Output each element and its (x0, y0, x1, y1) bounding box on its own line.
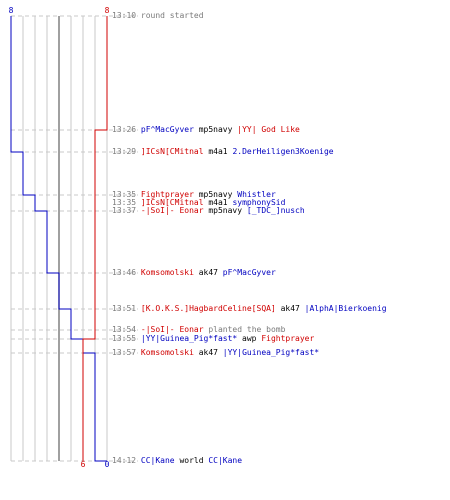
event-time: 13:54 (112, 325, 141, 334)
blue-end-label: 0 (105, 460, 110, 469)
event-text: Komsomolski (140, 268, 194, 277)
event-text: planted the bomb (203, 325, 286, 334)
event-time: 13:51 (112, 304, 141, 313)
event-row: 13:35 ]ICsN[CMitnal m4a1 symphonySid (112, 197, 285, 209)
event-time: 13:37 (112, 206, 141, 215)
event-text: pF^MacGyver (140, 125, 194, 134)
event-text: -|SoI|- Eonar (140, 325, 204, 334)
event-text: |AlphA|Bierkoenig (304, 304, 387, 313)
blue-team-step-line (10, 16, 107, 462)
event-row: 13:55 |YY|Guinea_Pig*fast* awp Fightpray… (112, 333, 314, 345)
event-time: 13:26 (112, 125, 141, 134)
event-row: 13:26 pF^MacGyver mp5navy |YY| God Like (112, 124, 300, 136)
event-text: world (174, 456, 209, 465)
event-time: 13:29 (112, 147, 141, 156)
event-time: 13:57 (112, 348, 141, 357)
event-time: 13:46 (112, 268, 141, 277)
event-row: 14:12 CC|Kane world CC|Kane (112, 455, 242, 467)
event-text: mp5navy (203, 206, 247, 215)
event-text: |YY|Guinea_Pig*fast* (140, 334, 238, 343)
event-text: Whistler (237, 190, 276, 199)
event-time: 13:35 (112, 198, 141, 207)
event-time: 14:12 (112, 456, 141, 465)
event-time: 13:55 (112, 334, 141, 343)
event-text: ]ICsN[CMitnal (140, 147, 204, 156)
blue-start-label: 8 (9, 6, 14, 15)
event-row: 13:35 Fightprayer mp5navy Whistler (112, 189, 276, 201)
event-text: CC|Kane (208, 456, 243, 465)
event-text: Fightprayer (140, 190, 194, 199)
event-row: 13:37 -|SoI|- Eonar mp5navy [_TDC_]nusch (112, 205, 305, 217)
event-text: ak47 (193, 268, 223, 277)
event-text: mp5navy (193, 125, 238, 134)
event-row: 13:57 Komsomolski ak47 |YY|Guinea_Pig*fa… (112, 347, 319, 359)
red-team-step-line (82, 16, 108, 461)
event-row: 13:10 round started (112, 10, 204, 22)
event-text: [K.O.K.S.]HagbardCeline[SQA] (140, 304, 276, 313)
event-text: round started (140, 11, 204, 20)
event-text: awp (237, 334, 262, 343)
event-text: -|SoI|- Eonar (140, 206, 204, 215)
event-text: mp5navy (193, 190, 238, 199)
red-end-label: 6 (81, 460, 86, 469)
event-text: |YY|Guinea_Pig*fast* (222, 348, 320, 357)
red-start-label: 8 (105, 6, 110, 15)
event-text: symphonySid (232, 198, 286, 207)
event-text: Fightprayer (261, 334, 315, 343)
event-text: ]ICsN[CMitnal (140, 198, 204, 207)
event-text: CC|Kane (140, 456, 175, 465)
event-row: 13:54 -|SoI|- Eonar planted the bomb (112, 324, 285, 336)
event-text: m4a1 (203, 198, 233, 207)
event-text: |YY| God Like (237, 125, 300, 134)
event-text: pF^MacGyver (222, 268, 276, 277)
event-row: 13:46 Komsomolski ak47 pF^MacGyver (112, 267, 276, 279)
event-text: Komsomolski (140, 348, 194, 357)
event-row: 13:51 [K.O.K.S.]HagbardCeline[SQA] ak47 … (112, 303, 387, 315)
event-time: 13:35 (112, 190, 141, 199)
event-text: m4a1 (203, 147, 233, 156)
event-text: [_TDC_]nusch (246, 206, 305, 215)
event-text: ak47 (193, 348, 223, 357)
event-text: 2.DerHeiligen3Koenige (232, 147, 334, 156)
event-time: 13:10 (112, 11, 141, 20)
event-text: ak47 (275, 304, 305, 313)
event-row: 13:29 ]ICsN[CMitnal m4a1 2.DerHeiligen3K… (112, 146, 334, 158)
